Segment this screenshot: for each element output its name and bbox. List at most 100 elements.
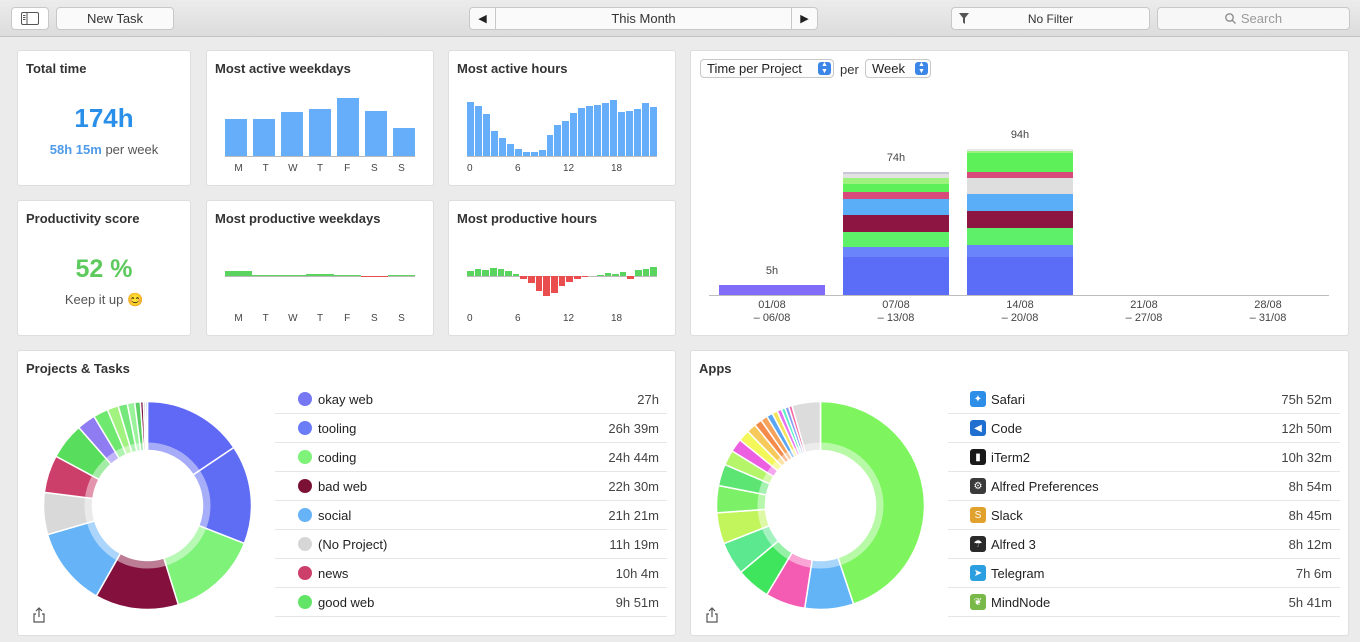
- hour-bar: [506, 144, 514, 156]
- per-week-value: 58h 15m: [49, 142, 102, 157]
- filter-button[interactable]: No Filter: [951, 7, 1150, 30]
- stack-segment: [967, 227, 1073, 246]
- app-name: Slack: [991, 508, 1023, 523]
- hour-tick: 6: [515, 163, 521, 174]
- project-row[interactable]: news 10h 4m: [275, 559, 667, 588]
- stack-segment: [967, 193, 1073, 211]
- project-row[interactable]: coding 24h 44m: [275, 443, 667, 472]
- project-color-dot: [298, 537, 312, 551]
- card-title: Most productive weekdays: [215, 211, 381, 226]
- app-row[interactable]: ⚙ Alfred Preferences 8h 54m: [948, 472, 1340, 501]
- search-field[interactable]: Search: [1157, 7, 1350, 30]
- project-name: tooling: [318, 421, 357, 436]
- week-to: – 20/08: [1001, 312, 1039, 324]
- productivity-bar-slot: [589, 241, 596, 311]
- donut-slice[interactable]: [144, 400, 149, 452]
- period-selector: ◀ This Month ▶: [469, 7, 818, 30]
- card-title: Productivity score: [26, 211, 140, 226]
- card-title: Apps: [699, 361, 732, 376]
- project-color-dot: [298, 392, 312, 406]
- app-row[interactable]: ◀ Code 12h 50m: [948, 414, 1340, 443]
- slack-icon: S: [970, 507, 986, 523]
- app-row[interactable]: ➤ Telegram 7h 6m: [948, 559, 1340, 588]
- card-title: Most active hours: [457, 61, 568, 76]
- time-per-project-card: Time per Project ▲ ▼ per Week ▲ ▼ 5h 01/08–…: [691, 51, 1348, 335]
- hour-bar: [474, 105, 482, 156]
- stack-segment: [843, 247, 949, 257]
- productivity-bar-slot: [512, 241, 520, 311]
- project-name: okay web: [318, 392, 373, 407]
- period-label[interactable]: This Month: [611, 11, 676, 26]
- stack-segment: [967, 172, 1073, 179]
- productive-weekdays-chart: [225, 241, 415, 311]
- per-week-suffix: per week: [105, 142, 159, 157]
- sidebar-toggle-button[interactable]: [11, 7, 49, 30]
- weekday-label: M: [234, 313, 243, 324]
- project-row[interactable]: good web 9h 51m: [275, 588, 667, 617]
- productivity-bar: [252, 275, 280, 276]
- productivity-bar: [474, 269, 482, 276]
- app-row[interactable]: ▮ iTerm2 10h 32m: [948, 443, 1340, 472]
- productivity-bar: [387, 275, 415, 276]
- stack-segment: [967, 153, 1073, 173]
- project-row[interactable]: okay web 27h: [275, 385, 667, 414]
- productivity-bar-slot: [551, 241, 558, 311]
- weekday-bar: [337, 98, 359, 156]
- app-row[interactable]: ❦ MindNode 5h 41m: [948, 588, 1340, 617]
- weekday-label: F: [344, 313, 351, 324]
- project-row[interactable]: (No Project) 11h 19m: [275, 530, 667, 559]
- stacked-bar-chart: 5h 01/08– 06/08 74h 07/08– 13/08 94h 14/08– 2…: [709, 101, 1329, 346]
- productivity-value: 52 %: [75, 255, 133, 283]
- new-task-button[interactable]: New Task: [56, 7, 174, 30]
- hour-tick: 18: [611, 163, 623, 174]
- period-select[interactable]: Week ▲ ▼: [865, 59, 931, 78]
- app-duration: 5h 41m: [1288, 595, 1332, 610]
- weekday-label: M: [234, 163, 243, 174]
- app-duration: 12h 50m: [1281, 421, 1332, 436]
- stack-segment: [967, 149, 1073, 152]
- week-column: [1215, 101, 1321, 295]
- donut-slice[interactable]: [819, 400, 926, 606]
- app-row[interactable]: ✦ Safari 75h 52m: [948, 385, 1340, 414]
- donut-slice[interactable]: [790, 400, 822, 454]
- app-row[interactable]: S Slack 8h 45m: [948, 501, 1340, 530]
- productivity-bar: [528, 276, 535, 283]
- share-icon[interactable]: [32, 607, 46, 623]
- weekday-label: T: [316, 163, 324, 174]
- project-color-dot: [298, 421, 312, 435]
- productivity-bar: [642, 269, 650, 276]
- sidebar-icon: [21, 12, 39, 25]
- hour-bar: [649, 106, 657, 156]
- productivity-bar: [635, 270, 642, 276]
- week-total-label: 5h: [765, 265, 779, 278]
- productivity-bar: [512, 274, 520, 276]
- previous-period-button[interactable]: ◀: [470, 8, 496, 29]
- productivity-bar: [627, 276, 635, 279]
- project-row[interactable]: tooling 26h 39m: [275, 414, 667, 443]
- project-name: (No Project): [318, 537, 388, 552]
- stack-segment: [967, 210, 1073, 228]
- per-week-line: 58h 15m per week: [18, 142, 190, 157]
- productivity-bar-slot: [467, 241, 474, 311]
- app-duration: 8h 12m: [1288, 537, 1332, 552]
- app-duration: 8h 54m: [1288, 479, 1332, 494]
- metric-select[interactable]: Time per Project ▲ ▼: [700, 59, 834, 78]
- hour-tick: 12: [563, 313, 575, 324]
- app-row[interactable]: ☂ Alfred 3 8h 12m: [948, 530, 1340, 559]
- project-row[interactable]: bad web 22h 30m: [275, 472, 667, 501]
- card-title: Most productive hours: [457, 211, 598, 226]
- project-color-dot: [298, 479, 312, 493]
- hour-tick: 0: [467, 313, 473, 324]
- chart-baseline: [709, 295, 1329, 296]
- weekday-label: T: [262, 163, 269, 174]
- next-period-button[interactable]: ▶: [791, 8, 817, 29]
- productivity-bar-slot: [566, 241, 573, 311]
- hour-bar: [586, 105, 594, 156]
- share-icon[interactable]: [705, 607, 719, 623]
- stack-segment: [967, 178, 1073, 194]
- telegram-icon: ➤: [970, 565, 986, 581]
- productivity-bar-slot: [558, 241, 566, 311]
- hour-tick: 18: [611, 313, 623, 324]
- project-row[interactable]: social 21h 21m: [275, 501, 667, 530]
- active-hours-chart: [467, 91, 657, 157]
